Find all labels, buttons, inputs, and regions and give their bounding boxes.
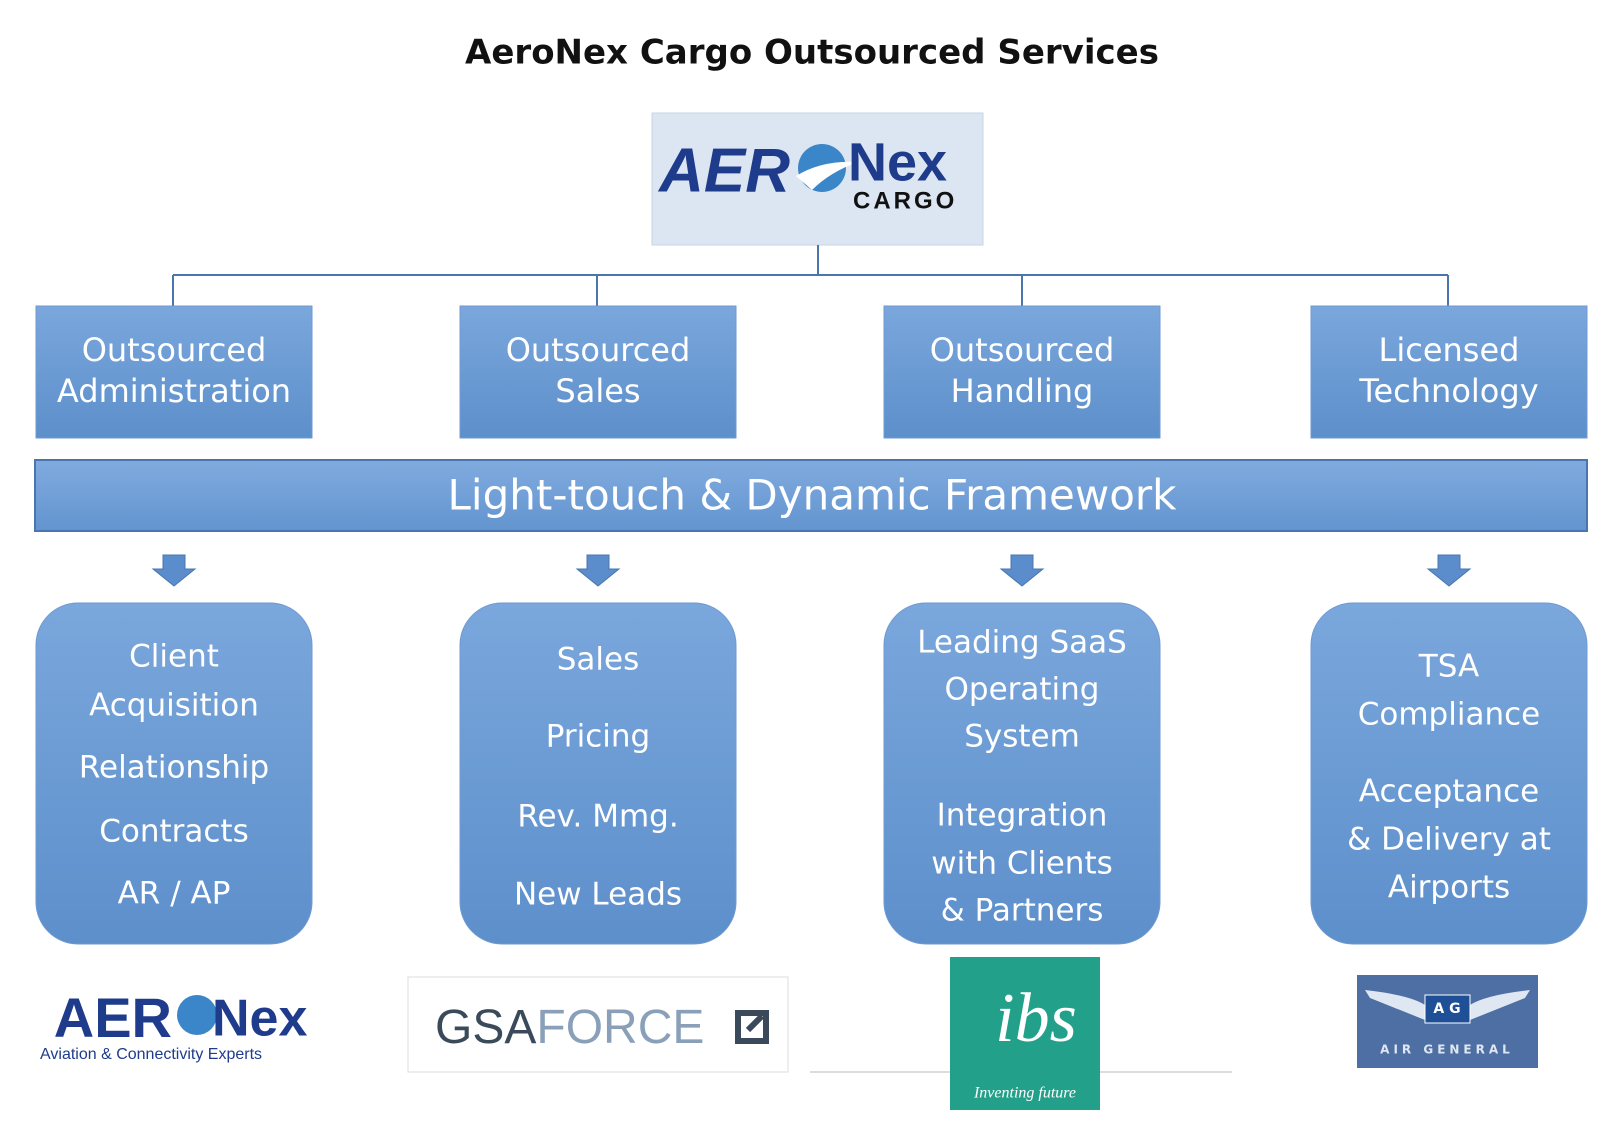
service-label-line: Technology [1358, 372, 1538, 410]
detail-line: Operating [945, 672, 1100, 708]
logo-sub: CARGO [853, 187, 957, 214]
detail-box [459, 602, 737, 945]
logo-plane [796, 161, 858, 190]
service-label-line: Handling [951, 372, 1094, 410]
detail-box [35, 602, 313, 945]
logo-right: Nex [848, 132, 947, 192]
service-label-line: Sales [555, 372, 640, 410]
detail-line: Leading SaaS [917, 625, 1127, 661]
partner-airgeneral-wings [1365, 990, 1530, 1020]
detail-box [1310, 602, 1588, 945]
partner-airgeneral-badge: A G [1433, 1001, 1460, 1017]
service-label: Licensed Technology [1358, 331, 1538, 410]
partner-aeronex-right: Nex [212, 990, 307, 1048]
service-box [459, 305, 737, 439]
service-label-line: Licensed [1379, 331, 1520, 369]
title: AeroNex Cargo Outsourced Services [465, 33, 1159, 73]
detail-line: Integration [937, 798, 1108, 834]
detail-line: & Delivery at [1347, 822, 1551, 858]
detail-line: & Partners [941, 893, 1104, 929]
partner-aeronex-left: AER [54, 986, 172, 1049]
detail-line: System [964, 719, 1080, 755]
down-arrow [575, 554, 621, 587]
partner-aeronex-globe [177, 995, 217, 1035]
detail-line: Relationship [79, 750, 269, 786]
partner-ibs-name: ibs [995, 980, 1077, 1057]
detail-box [883, 602, 1161, 945]
connectors [172, 245, 1449, 306]
logo-left: AER [657, 136, 790, 205]
framework-bar [34, 459, 1588, 532]
detail-line: Sales [557, 642, 640, 678]
detail-line: with Clients [931, 846, 1113, 882]
service-label-line: Outsourced [82, 331, 267, 369]
service-label: Outsourced Sales [506, 331, 691, 410]
partner-ibs-tagline: Inventing future [973, 1085, 1076, 1102]
service-label-line: Administration [57, 372, 291, 410]
detail-line: Compliance [1358, 697, 1540, 733]
down-arrow [1426, 554, 1472, 587]
partner-aeronex-tagline: Aviation & Connectivity Experts [40, 1046, 262, 1063]
partner-ibs-box [950, 957, 1100, 1110]
partner-gsaforce-left: GSA [435, 1001, 536, 1054]
service-label: Outsourced Handling [930, 331, 1115, 410]
detail-line: Client [129, 639, 219, 675]
partner-airgeneral-name: AIR GENERAL [1380, 1043, 1514, 1057]
down-arrow [151, 554, 197, 587]
partner-gsaforce-icon [735, 1010, 769, 1044]
partner-airgeneral-shield [1424, 994, 1471, 1024]
detail-line: Acquisition [89, 688, 259, 724]
service-label-line: Outsourced [930, 331, 1115, 369]
partner-gsaforce-box [407, 976, 789, 1073]
service-label-line: Outsourced [506, 331, 691, 369]
framework-label: Light-touch & Dynamic Framework [448, 471, 1178, 520]
detail-line: Contracts [99, 814, 249, 850]
detail-line: Acceptance [1359, 774, 1539, 810]
detail-line: Pricing [546, 719, 651, 755]
detail-line: Rev. Mmg. [517, 799, 678, 835]
service-box [883, 305, 1161, 439]
partner-gsaforce-right: FORCE [536, 1001, 704, 1054]
detail-line: Airports [1388, 870, 1510, 906]
service-box [35, 305, 313, 439]
detail-line: TSA [1418, 649, 1479, 685]
service-label: Outsourced Administration [57, 331, 291, 410]
down-arrow [999, 554, 1045, 587]
partner-gsaforce: GSAFORCE [435, 1001, 704, 1054]
detail-line: AR / AP [118, 876, 231, 912]
detail-line: New Leads [514, 877, 682, 913]
service-box [1310, 305, 1588, 439]
